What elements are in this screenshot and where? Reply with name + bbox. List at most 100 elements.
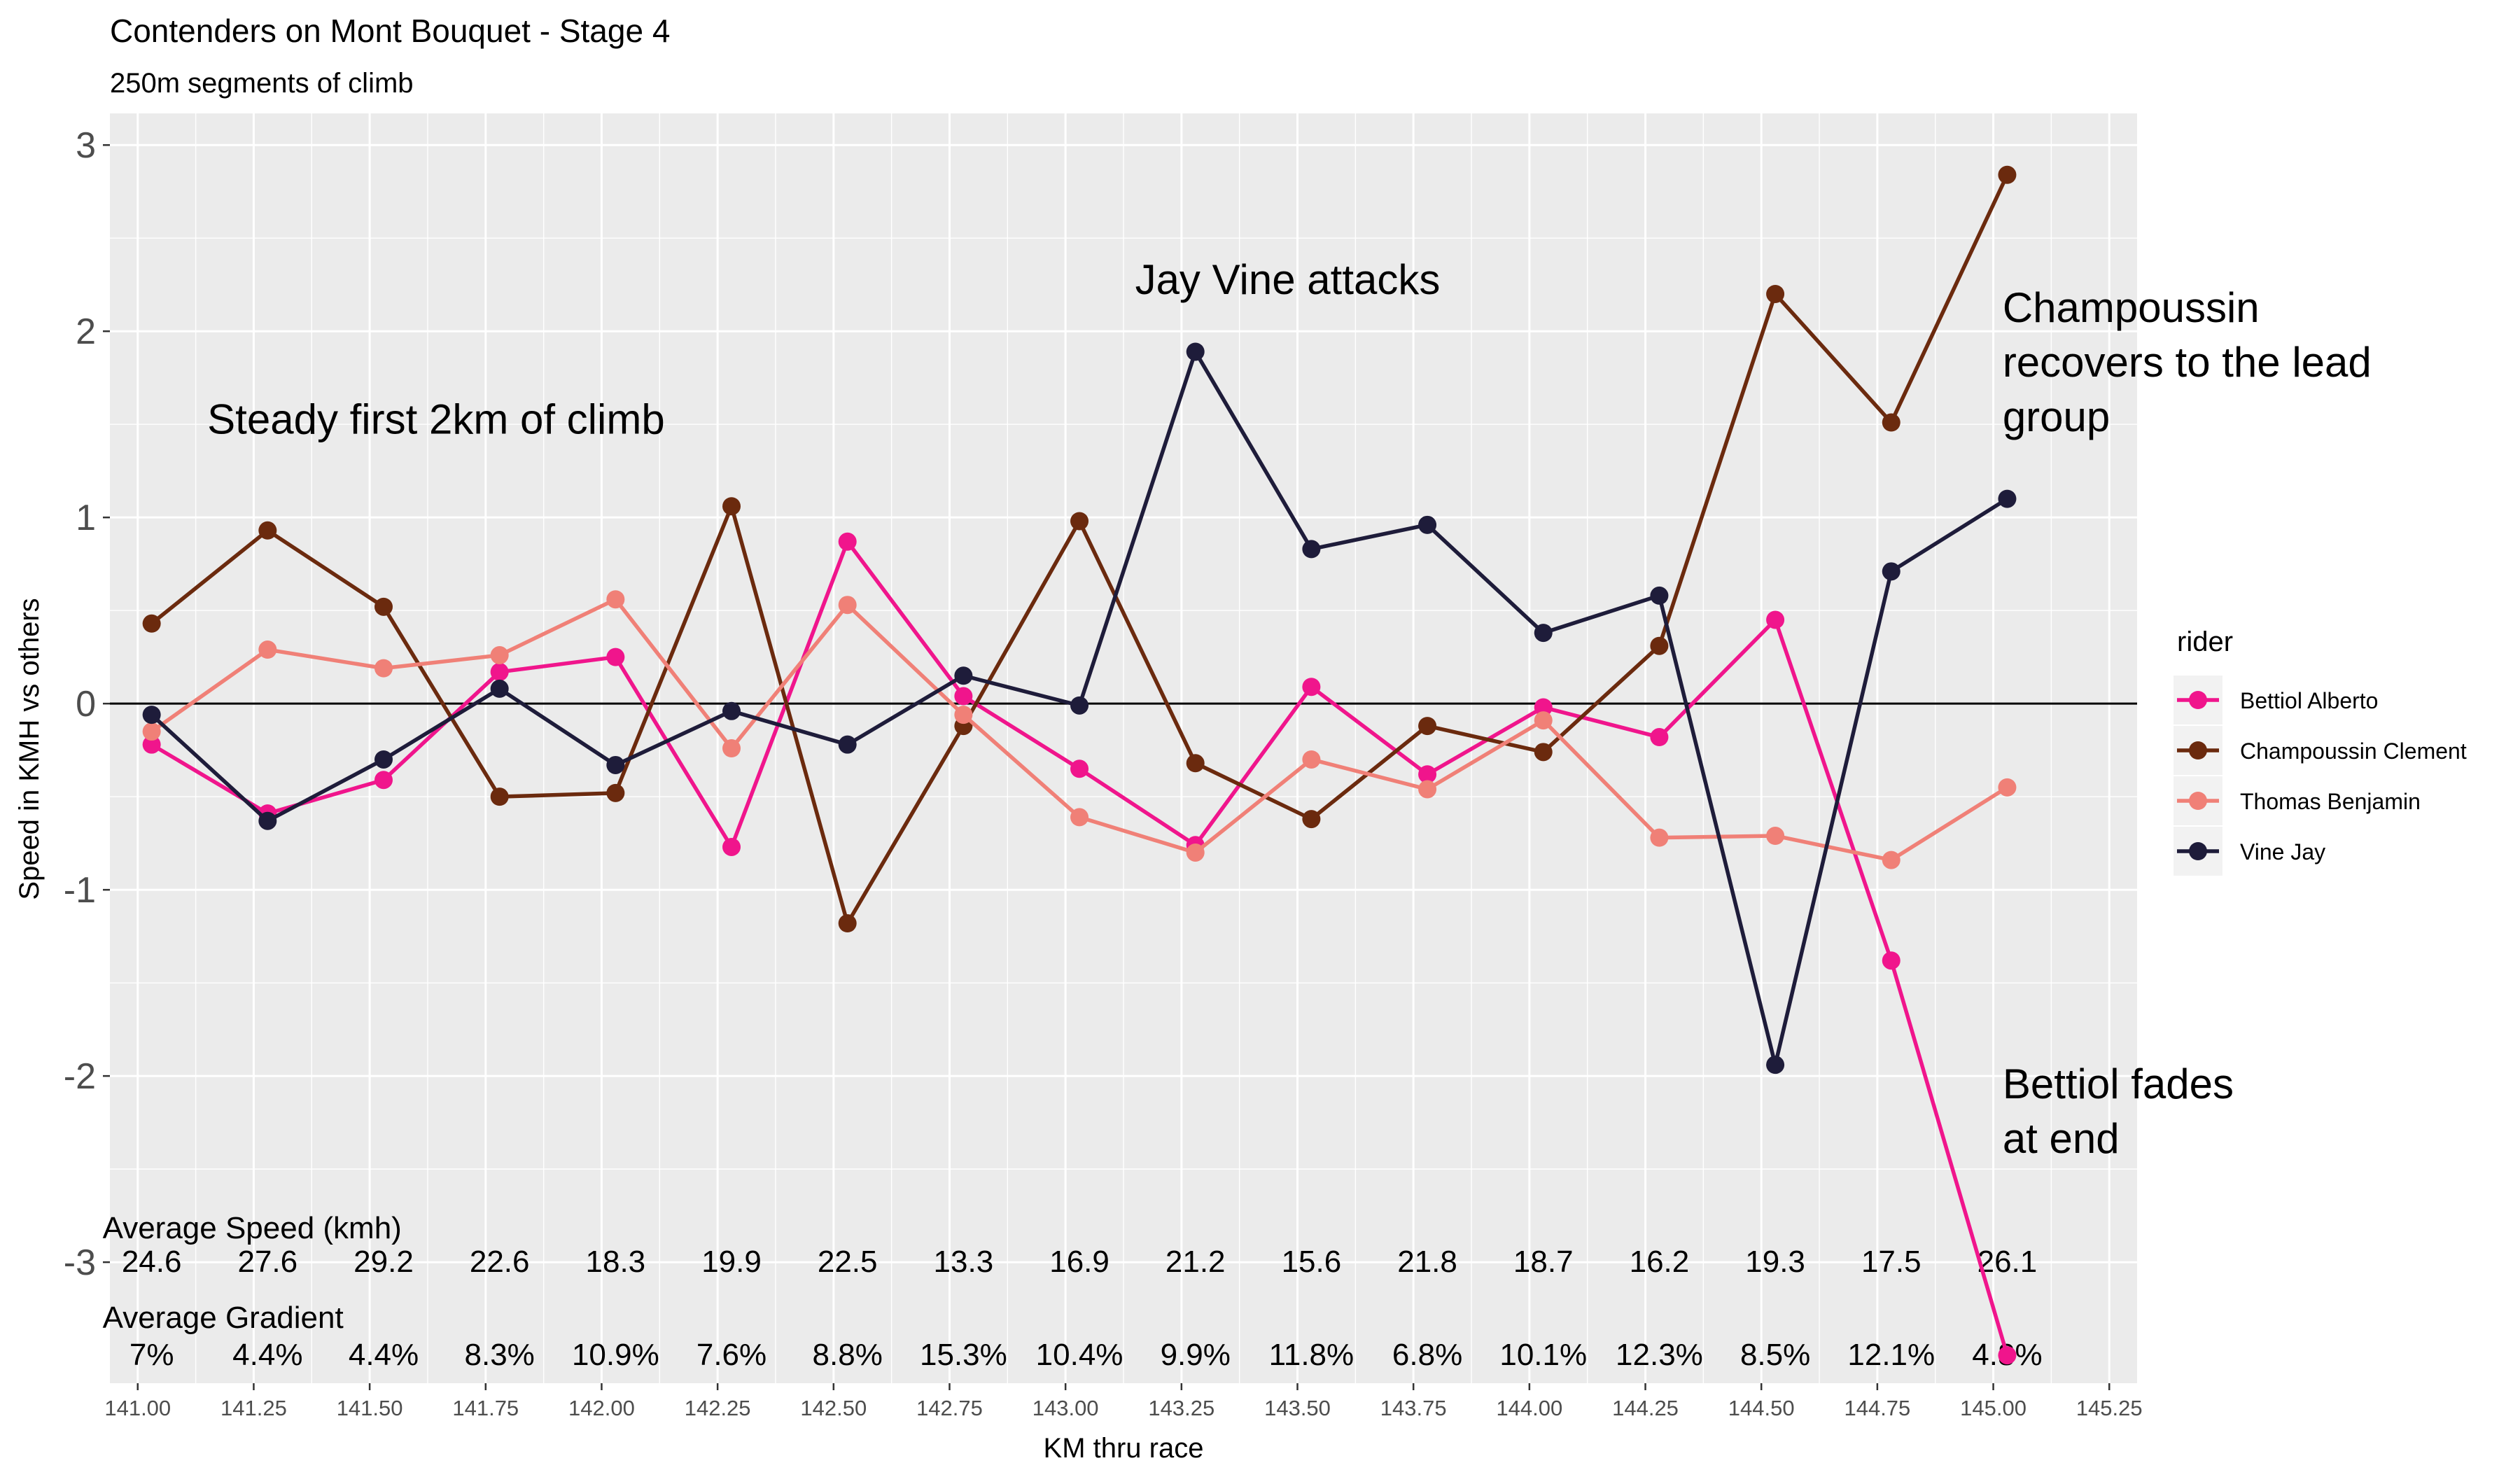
data-point bbox=[1882, 413, 1900, 432]
data-point bbox=[1070, 696, 1089, 715]
x-tick-label: 145.00 bbox=[1960, 1396, 2026, 1420]
data-point bbox=[490, 679, 509, 698]
data-point bbox=[1650, 728, 1669, 747]
table-cell: 12.1% bbox=[1847, 1338, 1935, 1372]
annotation-line: at end bbox=[2003, 1115, 2120, 1162]
data-point bbox=[1070, 760, 1089, 778]
table-cell: 15.6 bbox=[1282, 1245, 1342, 1279]
data-point bbox=[1766, 1056, 1785, 1074]
data-point bbox=[1766, 610, 1785, 629]
data-point bbox=[258, 521, 277, 540]
annotation-layer: Steady first 2km of climb Jay Vine attack… bbox=[207, 256, 2372, 1162]
data-point bbox=[1998, 165, 2017, 184]
table-cell: 4.4% bbox=[349, 1338, 419, 1372]
x-tick-label: 144.75 bbox=[1844, 1396, 1910, 1420]
data-point bbox=[1418, 717, 1437, 736]
data-point bbox=[1998, 778, 2017, 797]
legend-key-point bbox=[2189, 792, 2207, 810]
annotation-line: Steady first 2km of climb bbox=[207, 396, 665, 442]
table-cell: 9.9% bbox=[1161, 1338, 1231, 1372]
data-point bbox=[838, 735, 857, 754]
x-tick-label: 142.25 bbox=[685, 1396, 751, 1420]
data-point bbox=[142, 722, 161, 741]
axis-layer: 141.00 141.25 141.50 141.75 142.00 142.25 142.… bbox=[64, 125, 2143, 1420]
data-point bbox=[838, 596, 857, 615]
data-point bbox=[1882, 562, 1900, 581]
data-point bbox=[374, 597, 393, 616]
data-point bbox=[1418, 515, 1437, 534]
data-point bbox=[374, 659, 393, 678]
x-tick-label: 144.50 bbox=[1728, 1396, 1795, 1420]
annotation-line: Bettiol fades bbox=[2003, 1060, 2234, 1107]
data-point bbox=[490, 662, 509, 681]
x-tick-label: 141.25 bbox=[220, 1396, 287, 1420]
legend-label: Vine Jay bbox=[2240, 839, 2325, 864]
y-tick-label: -3 bbox=[64, 1242, 96, 1283]
chart-subtitle: 250m segments of climb bbox=[110, 68, 414, 99]
data-point bbox=[1534, 624, 1553, 643]
data-point bbox=[606, 648, 625, 666]
table-cell: 11.8% bbox=[1269, 1338, 1354, 1372]
summary-table: Average Speed (kmh)24.6 27.6 29.2 22.6 18.3 1… bbox=[103, 1211, 2043, 1372]
data-point bbox=[1302, 540, 1321, 559]
table-cell: 8.3% bbox=[465, 1338, 535, 1372]
data-point bbox=[1534, 698, 1553, 717]
y-tick-label: 1 bbox=[76, 498, 96, 538]
data-point bbox=[1302, 750, 1321, 769]
data-point bbox=[1418, 780, 1437, 799]
x-tick-label: 142.00 bbox=[568, 1396, 635, 1420]
table-cell: 13.3 bbox=[934, 1245, 994, 1279]
table-cell: 10.1% bbox=[1499, 1338, 1587, 1372]
table-cell: 18.3 bbox=[586, 1245, 646, 1279]
data-point bbox=[722, 837, 741, 856]
annotation-line: group bbox=[2003, 393, 2110, 440]
data-point bbox=[1650, 828, 1669, 847]
table-cell: 24.6 bbox=[122, 1245, 182, 1279]
y-tick-label: 3 bbox=[76, 125, 96, 166]
table-cell: 7.6% bbox=[696, 1338, 766, 1372]
x-axis-label: KM thru race bbox=[1044, 1433, 1204, 1464]
series-layer bbox=[142, 165, 2017, 1365]
table-cell: 27.6 bbox=[237, 1245, 298, 1279]
data-point bbox=[1882, 951, 1900, 970]
table-row-label: Average Speed (kmh) bbox=[103, 1211, 402, 1245]
series-group bbox=[142, 590, 2017, 869]
table-cell: 29.2 bbox=[354, 1245, 414, 1279]
annotation-line: recovers to the lead bbox=[2003, 339, 2372, 386]
data-point bbox=[1302, 810, 1321, 829]
table-cell: 22.6 bbox=[470, 1245, 530, 1279]
data-point bbox=[838, 532, 857, 551]
data-point bbox=[606, 755, 625, 774]
y-tick-label: -2 bbox=[64, 1056, 96, 1097]
data-point bbox=[1534, 711, 1553, 730]
table-cell: 22.5 bbox=[818, 1245, 878, 1279]
table-cell: 26.1 bbox=[1977, 1245, 2038, 1279]
table-cell: 16.2 bbox=[1630, 1245, 1690, 1279]
table-cell: 7% bbox=[130, 1338, 174, 1372]
data-point bbox=[142, 614, 161, 633]
x-tick-label: 143.75 bbox=[1380, 1396, 1447, 1420]
table-cell: 19.3 bbox=[1745, 1245, 1805, 1279]
annotation: Steady first 2km of climb bbox=[207, 396, 665, 442]
table-cell: 6.8% bbox=[1392, 1338, 1462, 1372]
x-tick-label: 143.25 bbox=[1148, 1396, 1214, 1420]
table-row-label: Average Gradient bbox=[103, 1301, 344, 1335]
data-point bbox=[258, 640, 277, 659]
data-point bbox=[954, 687, 973, 706]
data-point bbox=[1650, 586, 1669, 605]
legend-key-point bbox=[2189, 842, 2207, 860]
x-tick-label: 144.00 bbox=[1496, 1396, 1562, 1420]
data-point bbox=[1766, 285, 1785, 304]
annotation-line: Jay Vine attacks bbox=[1135, 256, 1441, 303]
data-point bbox=[1998, 1346, 2017, 1365]
data-point bbox=[722, 739, 741, 757]
data-point bbox=[722, 701, 741, 720]
data-point bbox=[258, 811, 277, 830]
legend-key-point bbox=[2189, 741, 2207, 760]
y-tick-label: 0 bbox=[76, 684, 96, 724]
legend-label: Thomas Benjamin bbox=[2240, 789, 2421, 814]
annotation-line: Champoussin bbox=[2003, 284, 2260, 331]
data-point bbox=[1186, 342, 1205, 361]
table-cell: 21.2 bbox=[1166, 1245, 1226, 1279]
